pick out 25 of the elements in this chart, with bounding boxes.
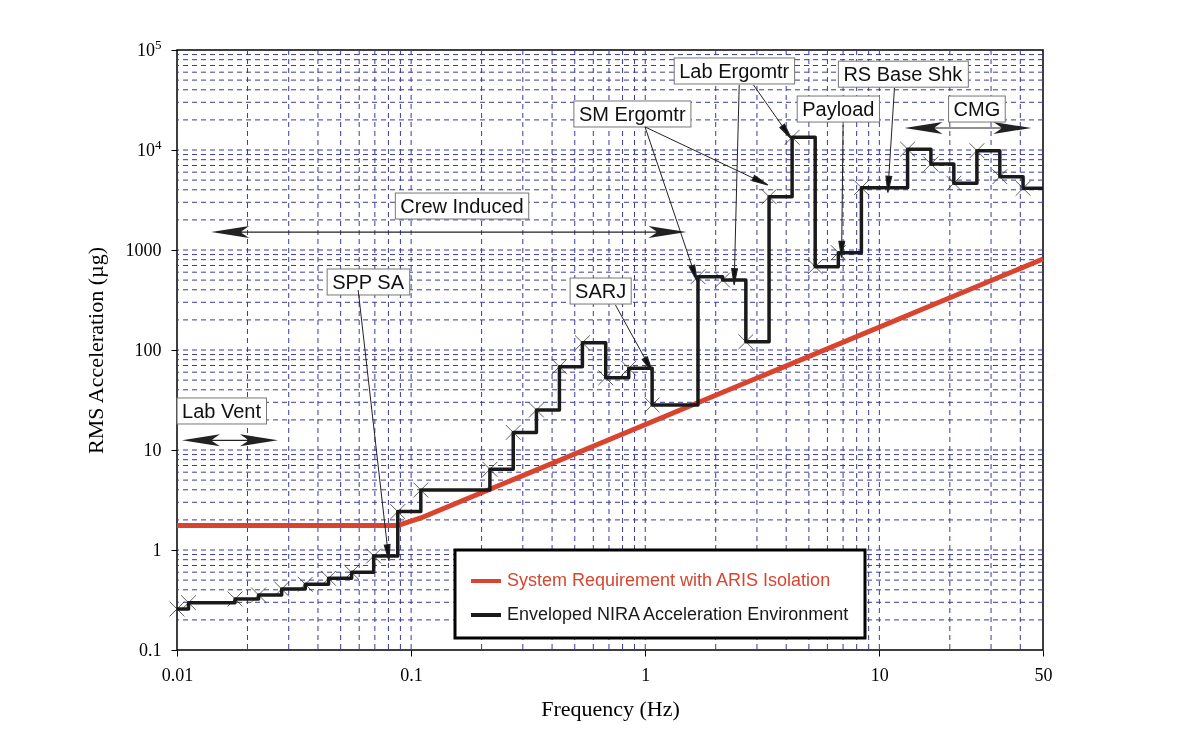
annotation: Crew Induced bbox=[400, 195, 524, 218]
y-axis-title: RMS Acceleration (µg) bbox=[82, 247, 108, 454]
annotation: CMG bbox=[953, 98, 1001, 121]
y-tick-label: 1 bbox=[152, 539, 162, 560]
x-tick-label: 0.1 bbox=[400, 664, 423, 685]
legend-label: Enveloped NIRA Acceleration Environment bbox=[507, 604, 849, 624]
annotation: SARJ bbox=[575, 280, 627, 303]
x-tick-label: 50 bbox=[1034, 664, 1053, 685]
annotation: SM Ergomtr bbox=[578, 102, 686, 125]
y-tick-label: 1000 bbox=[125, 239, 162, 260]
annotation: Lab Vent bbox=[182, 399, 262, 422]
annotation: RS Base Shk bbox=[843, 63, 964, 86]
y-tick-label: 100 bbox=[134, 339, 162, 360]
x-tick-label: 10 bbox=[870, 664, 889, 685]
y-tick-label: 0.1 bbox=[139, 639, 162, 660]
annotation: Lab Ergomtr bbox=[679, 59, 790, 82]
y-tick-label: 10 bbox=[143, 439, 162, 460]
x-axis-title: Frequency (Hz) bbox=[541, 695, 680, 721]
y-tick-label: 10$^{4}$ bbox=[137, 136, 162, 160]
legend-label: System Requirement with ARIS Isolation bbox=[507, 570, 831, 590]
x-tick-label: 0.01 bbox=[161, 664, 194, 685]
annotation: SPP SA bbox=[332, 270, 405, 293]
annotation: Payload bbox=[802, 98, 875, 121]
x-tick-label: 1 bbox=[641, 664, 651, 685]
y-tick-label: 10$^{5}$ bbox=[137, 36, 162, 60]
